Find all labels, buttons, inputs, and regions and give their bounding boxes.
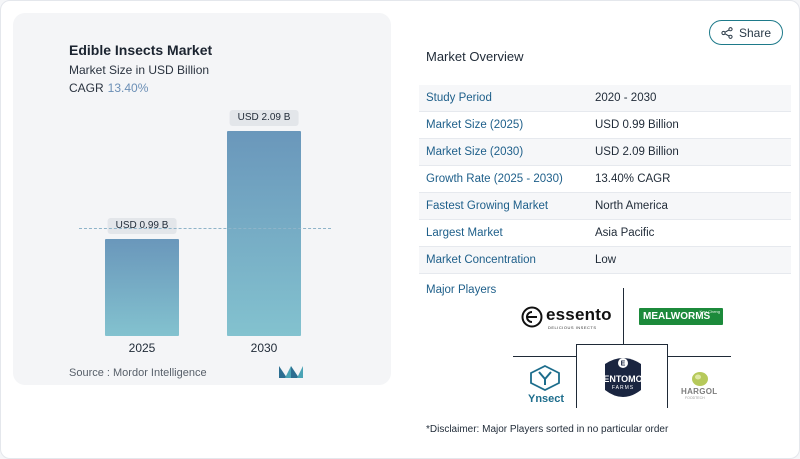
overview-row-value: USD 0.99 Billion: [595, 119, 679, 131]
overview-row-key: Fastest Growing Market: [426, 200, 549, 212]
source-text: Source : Mordor Intelligence: [69, 367, 207, 379]
overview-row-value: 2020 - 2030: [595, 92, 657, 104]
ynsect-wordmark: Ynsect: [528, 393, 565, 405]
entomo-sub: FARMS: [611, 385, 635, 391]
share-label: Share: [738, 25, 772, 40]
essento-wordmark: essento: [546, 305, 612, 324]
overview-row-value: North America: [595, 200, 668, 212]
chart-panel: [13, 13, 391, 385]
svg-text:E: E: [621, 361, 626, 368]
hargol-mark-icon: [692, 372, 708, 386]
entomo-wordmark: ENTOMO: [603, 374, 643, 384]
mealworms-logo: MEALWORMS Kerr Cheng: [639, 308, 723, 325]
overview-row: Largest Market Asia Pacific: [419, 220, 791, 247]
cagr-line: CAGR 13.40%: [69, 81, 148, 95]
mealworms-badge: Kerr Cheng: [699, 309, 720, 314]
overview-row-value: 13.40% CAGR: [595, 173, 671, 185]
ynsect-mark-icon: [530, 365, 560, 391]
x-axis-tick-label: 2030: [250, 341, 278, 355]
overview-row-key: Market Size (2025): [426, 119, 524, 131]
bar-2030: [227, 131, 301, 336]
grid-divider: [623, 288, 624, 344]
share-icon: [721, 26, 733, 39]
overview-row-value: Asia Pacific: [595, 227, 655, 239]
major-players-title: Major Players: [426, 284, 497, 296]
mordor-intelligence-logo: [279, 366, 303, 378]
overview-title: Market Overview: [426, 49, 524, 64]
overview-row-key: Growth Rate (2025 - 2030): [426, 173, 563, 185]
disclaimer-text: *Disclaimer: Major Players sorted in no …: [426, 424, 669, 435]
bar-value-label: USD 2.09 B: [229, 110, 299, 127]
overview-row-key: Market Concentration: [426, 254, 536, 266]
overview-row: Fastest Growing Market North America: [419, 193, 791, 220]
cagr-label: CAGR: [69, 81, 104, 95]
essento-tagline: DELICIOUS INSECTS: [548, 325, 597, 330]
x-axis-tick-label: 2025: [128, 341, 156, 355]
hargol-tagline: FOODTECH: [685, 396, 705, 400]
entomo-logo: E ENTOMO FARMS: [597, 354, 649, 404]
overview-row: Study Period 2020 - 2030: [419, 85, 791, 112]
essento-logo: essento DELICIOUS INSECTS: [521, 304, 611, 332]
entomo-badge-icon: E: [605, 358, 641, 397]
overview-row-value: Low: [595, 254, 617, 266]
bar-2025: [105, 239, 179, 336]
overview-row-key: Largest Market: [426, 227, 503, 239]
overview-row: Growth Rate (2025 - 2030) 13.40% CAGR: [419, 166, 791, 193]
overview-row-key: Market Size (2030): [426, 146, 524, 158]
hargol-logo: HARGOL FOODTECH: [677, 371, 723, 403]
chart-subtitle: Market Size in USD Billion: [69, 63, 210, 77]
overview-row-value: USD 2.09 Billion: [595, 146, 679, 158]
overview-row: Market Size (2030) USD 2.09 Billion: [419, 139, 791, 166]
overview-row: Market Size (2025) USD 0.99 Billion: [419, 112, 791, 139]
bar-value-label: USD 0.99 B: [107, 218, 177, 235]
overview-row-key: Study Period: [426, 92, 492, 104]
share-button[interactable]: Share: [709, 20, 783, 45]
chart-title: Edible Insects Market: [69, 42, 213, 58]
ynsect-logo: Ynsect: [525, 365, 565, 407]
hargol-wordmark: HARGOL: [681, 387, 718, 396]
cagr-value: 13.40%: [107, 81, 149, 95]
essento-mark-icon: [521, 306, 543, 328]
overview-table: Study Period 2020 - 2030 Market Size (2025…: [419, 85, 791, 274]
mealworms-wordmark: MEALWORMS: [643, 311, 711, 322]
overview-row: Market Concentration Low: [419, 247, 791, 274]
reference-dashed-line: [79, 228, 331, 229]
